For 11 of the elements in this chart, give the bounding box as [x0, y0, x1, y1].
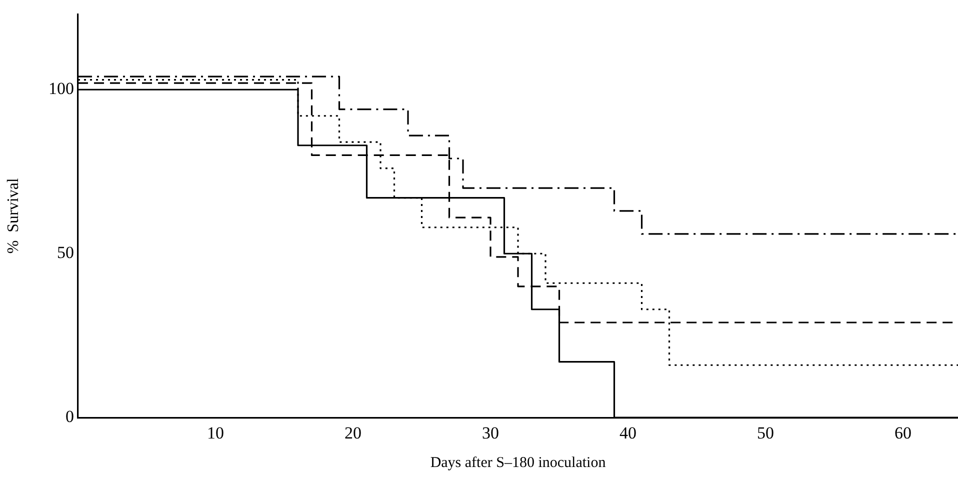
x-tick-label: 10	[207, 423, 224, 442]
x-tick-label: 30	[482, 423, 499, 442]
y-tick-label: 100	[48, 79, 74, 98]
y-tick-label: 0	[66, 407, 74, 426]
x-tick-label: 60	[894, 423, 912, 442]
x-tick-label: 50	[757, 423, 774, 442]
x-tick-label: 20	[344, 423, 362, 442]
y-axis-title: % Survival	[4, 178, 22, 254]
x-tick-label: 40	[620, 423, 636, 442]
x-axis-title: Days after S–180 inoculation	[430, 454, 606, 471]
y-tick-label: 50	[57, 243, 74, 262]
